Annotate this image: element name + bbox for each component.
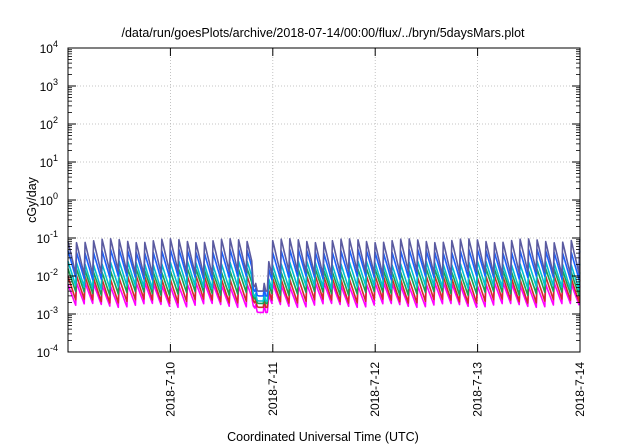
y-tick-label: 10-4	[37, 343, 58, 360]
x-tick-label: 2018-7-14	[573, 362, 587, 417]
y-tick-label: 10-2	[37, 267, 58, 284]
chart-title: /data/run/goesPlots/archive/2018-07-14/0…	[121, 26, 525, 40]
x-tick-label: 2018-7-13	[471, 362, 485, 417]
x-tick-label: 2018-7-11	[266, 362, 280, 416]
y-axis: 104 103 102 101 100 10-1 10-2 10-3 10-4	[37, 39, 580, 360]
y-tick-label: 100	[40, 191, 58, 208]
y-axis-label: cGy/day	[25, 176, 39, 223]
y-tick-label: 102	[40, 115, 58, 132]
plot-area	[67, 238, 581, 314]
y-tick-label: 101	[40, 153, 58, 170]
x-axis: 2018-7-10 2018-7-11 2018-7-12 2018-7-13 2018…	[163, 48, 587, 417]
y-tick-label: 10-3	[37, 305, 58, 322]
x-tick-label: 2018-7-12	[368, 362, 382, 417]
series-line-5	[67, 238, 581, 292]
y-tick-label: 104	[40, 39, 58, 56]
x-axis-label: Coordinated Universal Time (UTC)	[227, 430, 419, 444]
y-tick-label: 10-1	[37, 229, 58, 246]
y-tick-label: 103	[40, 77, 58, 94]
grid	[68, 48, 580, 352]
x-tick-label: 2018-7-10	[163, 362, 177, 417]
